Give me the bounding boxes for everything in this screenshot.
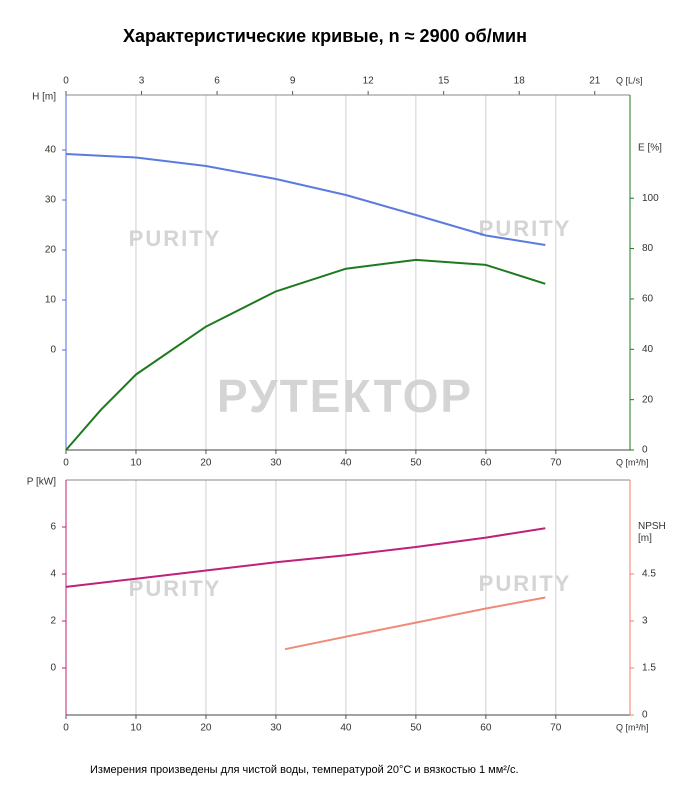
x2-tick-label: 12 xyxy=(363,76,375,87)
y-axis-label: H [m] xyxy=(32,92,56,103)
footnote: Измерения произведены для чистой воды, т… xyxy=(90,764,519,776)
x2-tick-label: 15 xyxy=(438,76,450,87)
x2-tick-label: 9 xyxy=(290,76,296,87)
series-line xyxy=(65,258,546,451)
y-axis-label: P [kW] xyxy=(27,477,56,488)
x2-tick-label: 6 xyxy=(214,76,220,87)
y2-tick-label: 60 xyxy=(642,294,654,305)
watermark: PURITY xyxy=(129,226,222,251)
series-line xyxy=(65,527,546,588)
y2-tick-label: 4.5 xyxy=(642,569,656,580)
x-tick-label: 30 xyxy=(270,458,282,469)
y2-tick-label: 100 xyxy=(642,193,659,204)
x-tick-label: 20 xyxy=(200,458,212,469)
x-tick-label: 10 xyxy=(130,723,142,734)
x-tick-label: 60 xyxy=(480,723,492,734)
y-tick-label: 30 xyxy=(45,195,57,206)
page-title: Характеристические кривые, n ≈ 2900 об/м… xyxy=(123,26,527,46)
y2-tick-label: 3 xyxy=(642,616,648,627)
y-tick-label: 20 xyxy=(45,245,57,256)
x-tick-label: 20 xyxy=(200,723,212,734)
x2-tick-label: 21 xyxy=(589,76,601,87)
y2-tick-label: 80 xyxy=(642,243,654,254)
y2-tick-label: 20 xyxy=(642,394,654,405)
y-tick-label: 6 xyxy=(50,522,56,533)
y2-tick-label: 0 xyxy=(642,445,648,456)
y-tick-label: 4 xyxy=(50,569,56,580)
x-tick-label: 50 xyxy=(410,458,422,469)
y-tick-label: 2 xyxy=(50,616,56,627)
x2-axis-label: Q [L/s] xyxy=(616,75,643,85)
watermark: PURITY xyxy=(129,576,222,601)
y2-axis-label: NPSH [m] xyxy=(638,521,666,544)
y2-tick-label: 1.5 xyxy=(642,663,656,674)
x-tick-label: 10 xyxy=(130,458,142,469)
x-tick-label: 70 xyxy=(550,458,562,469)
watermark: PURITY xyxy=(479,571,572,596)
series-line xyxy=(65,153,546,246)
x-axis-label: Q [m³/h] xyxy=(616,722,649,732)
y-tick-label: 10 xyxy=(45,295,57,306)
x-tick-label: 30 xyxy=(270,723,282,734)
y-tick-label: 0 xyxy=(50,345,56,356)
y2-axis-label: E [%] xyxy=(638,143,662,154)
y-tick-label: 40 xyxy=(45,145,57,156)
watermark: РУТЕКТОР xyxy=(217,370,473,422)
y2-tick-label: 40 xyxy=(642,344,654,355)
x-tick-label: 40 xyxy=(340,458,352,469)
series-line xyxy=(284,596,546,651)
x-tick-label: 0 xyxy=(63,458,69,469)
x-tick-label: 70 xyxy=(550,723,562,734)
x2-tick-label: 0 xyxy=(63,76,69,87)
x-tick-label: 0 xyxy=(63,723,69,734)
y-tick-label: 0 xyxy=(50,663,56,674)
x2-tick-label: 3 xyxy=(139,76,145,87)
x-tick-label: 50 xyxy=(410,723,422,734)
x-axis-label: Q [m³/h] xyxy=(616,457,649,467)
x2-tick-label: 18 xyxy=(514,76,526,87)
x-tick-label: 40 xyxy=(340,723,352,734)
x-tick-label: 60 xyxy=(480,458,492,469)
y2-tick-label: 0 xyxy=(642,710,648,721)
